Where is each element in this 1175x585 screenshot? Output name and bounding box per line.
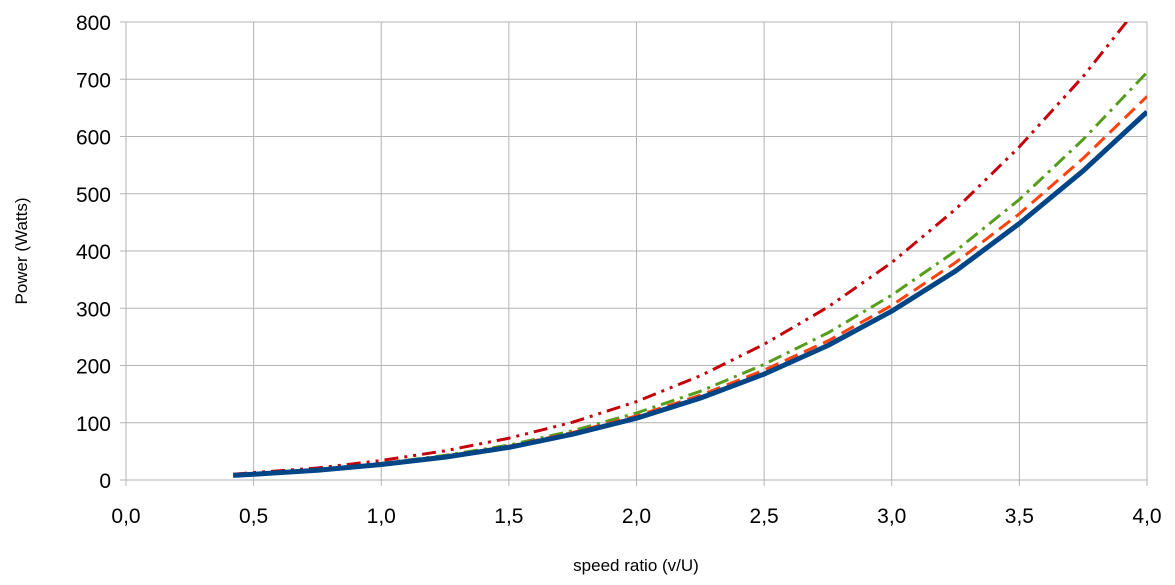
x-axis-ticks: 0,0 0,5 1,0 1,5 2,0 2,5 3,0 3,5 4,0 [111,505,1161,528]
y-tick-label: 300 [76,298,111,321]
x-tick-label: 3,0 [877,505,906,528]
series-group [233,22,1147,478]
y-tick-label: 100 [76,413,111,436]
grid [120,21,1148,486]
y-tick-label: 800 [76,12,111,35]
series-line-4 [233,22,1129,476]
y-tick-label: 600 [76,127,111,150]
x-tick-label: 1,0 [367,505,396,528]
y-tick-label: 0 [99,470,111,493]
y-tick-label: 400 [76,241,111,264]
series-line-1 [233,110,1147,478]
x-tick-label: 4,0 [1132,505,1161,528]
series-line-3 [233,71,1147,477]
x-tick-label: 2,0 [622,505,651,528]
x-tick-label: 0,0 [111,505,140,528]
x-axis-title: speed ratio (v/U) [573,556,699,575]
y-axis-title: Power (Watts) [12,197,31,304]
y-tick-label: 500 [76,184,111,207]
x-tick-label: 2,5 [750,505,779,528]
x-tick-label: 0,5 [239,505,268,528]
x-tick-label: 1,5 [494,505,523,528]
y-tick-label: 200 [76,356,111,379]
y-axis-ticks: 0 100 200 300 400 500 600 700 800 [76,12,111,493]
series-line-2 [233,95,1147,477]
y-tick-label: 700 [76,69,111,92]
x-tick-label: 3,5 [1005,505,1034,528]
